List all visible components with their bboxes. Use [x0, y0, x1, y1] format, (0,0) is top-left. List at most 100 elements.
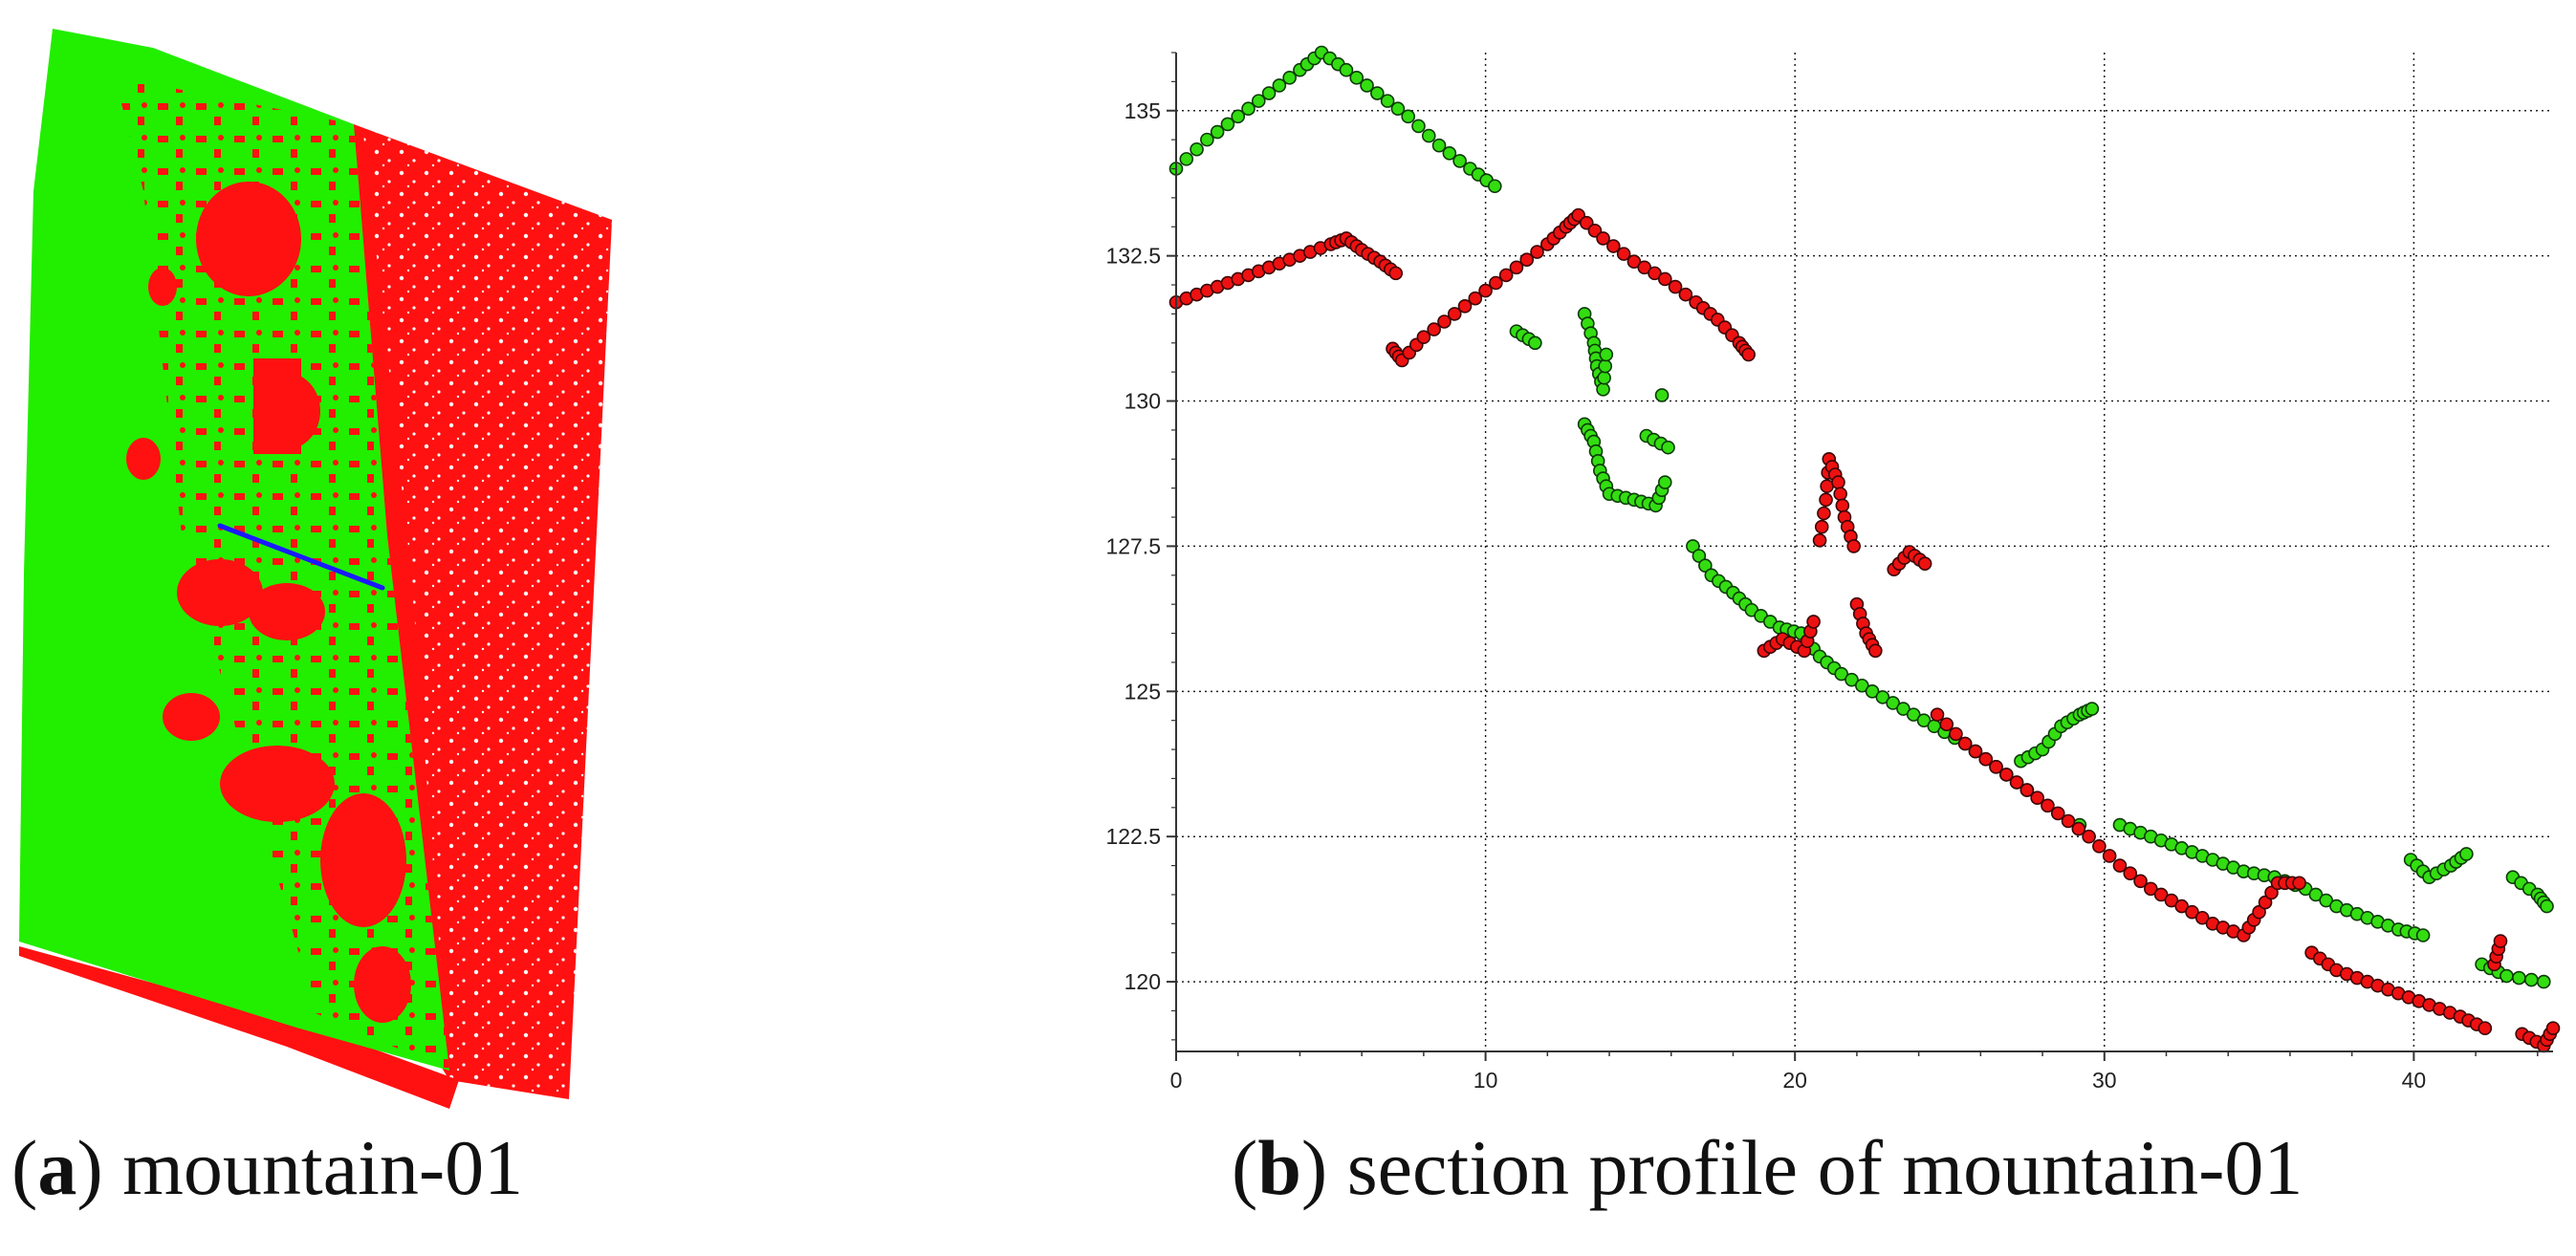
caption-b-letter: b [1257, 1124, 1301, 1211]
y-tick-label: 125 [1124, 679, 1161, 704]
point-cloud-figure [19, 29, 612, 1109]
green-point [2308, 887, 2324, 902]
green-point [1661, 440, 1675, 455]
red-point [2030, 790, 2044, 805]
red-point [1509, 260, 1524, 275]
red-point [1939, 717, 1954, 732]
red-point [1806, 615, 1821, 629]
red-point [1657, 271, 1672, 287]
green-point [1431, 138, 1447, 153]
green-point [1698, 558, 1713, 573]
x-tick-label: 20 [1782, 1068, 1807, 1090]
red-point [1519, 252, 1535, 267]
red-point [1835, 498, 1850, 513]
green-point [1411, 119, 1426, 134]
red-point [2123, 866, 2138, 880]
non-ground-blobs [126, 182, 411, 1023]
red-point [1968, 744, 1983, 759]
green-point [1654, 388, 1670, 402]
green-point [1272, 78, 1287, 93]
red-point [1437, 314, 1452, 329]
green-point [1916, 713, 1932, 727]
red-point [1989, 759, 2003, 774]
green-point [1370, 86, 1385, 100]
red-point [1741, 347, 1756, 362]
y-tick-label: 130 [1124, 389, 1161, 414]
green-point [1421, 128, 1436, 143]
y-tick-label: 122.5 [1105, 824, 1161, 849]
red-point [1478, 283, 1493, 298]
red-point [1814, 519, 1829, 534]
grid-layer [1176, 53, 2553, 1051]
red-point [2194, 910, 2210, 925]
red-point [2112, 858, 2128, 873]
caption-b: (b) section profile of mountain-01 [1232, 1124, 2303, 1211]
green-point [1339, 62, 1354, 77]
red-point [2174, 899, 2189, 914]
red-point [1678, 287, 1693, 302]
red-point [1846, 539, 1861, 553]
red-point [1978, 751, 1994, 767]
green-point [2540, 899, 2554, 914]
green-point [2536, 974, 2551, 989]
red-point [2264, 885, 2279, 900]
green-point [1360, 78, 1374, 93]
green-point [1210, 124, 1225, 140]
green-point [1220, 117, 1235, 132]
red-point [1596, 231, 1610, 246]
red-point [1957, 736, 1973, 751]
green-point [1200, 132, 1214, 147]
red-point [2185, 904, 2199, 920]
non-ground-bottom-strip [19, 946, 459, 1109]
red-point [1616, 247, 1631, 261]
green-point [1380, 94, 1395, 108]
red-point [1447, 307, 1462, 321]
red-point [2252, 904, 2266, 920]
green-point [1906, 707, 1921, 722]
x-tick-label: 0 [1170, 1068, 1183, 1090]
green-point [1528, 336, 1542, 351]
green-point [2524, 972, 2539, 987]
red-point [1831, 475, 1845, 489]
red-point [1457, 299, 1473, 314]
section-profile-chart: 0 10 20 30 40 120 122.5 125 127.5 130 132.5 135 [1105, 45, 2561, 1090]
red-point [2292, 876, 2306, 891]
green-point [1686, 539, 1700, 553]
green-point [1241, 101, 1255, 117]
red-point [2153, 887, 2169, 902]
red-point [2092, 839, 2107, 854]
caption-a: (a) mountain-01 [11, 1124, 524, 1211]
green-point [2512, 970, 2526, 985]
y-tick-label: 135 [1124, 98, 1161, 123]
red-point [1820, 479, 1834, 493]
red-point [1812, 533, 1827, 548]
green-point [1657, 475, 1672, 489]
red-point [2545, 1021, 2561, 1035]
caption-b-text: section profile of mountain-01 [1346, 1124, 2303, 1211]
green-point [1282, 71, 1297, 85]
red-point [2061, 813, 2076, 829]
data-points-layer [1168, 45, 2561, 1053]
red-point [2082, 829, 2096, 844]
green-point [2085, 702, 2100, 716]
green-point [1875, 690, 1890, 704]
red-point [2144, 881, 2158, 897]
red-point [2071, 821, 2086, 836]
caption-a-text: mountain-01 [122, 1124, 524, 1211]
green-point [2319, 893, 2333, 908]
green-point [1845, 672, 1859, 687]
red-point [1833, 487, 1847, 502]
x-tick-label: 30 [2092, 1068, 2117, 1090]
green-point [2459, 847, 2474, 861]
green-point [1855, 678, 1869, 693]
red-point [2164, 893, 2179, 908]
green-point [1865, 684, 1880, 699]
red-point [2133, 874, 2148, 889]
red-point [1468, 291, 1483, 306]
red-point [1668, 279, 1683, 294]
red-point [1388, 266, 1404, 281]
red-point [1917, 556, 1932, 571]
red-point [2009, 775, 2024, 790]
green-point [1390, 101, 1406, 117]
green-point [1401, 109, 1415, 124]
